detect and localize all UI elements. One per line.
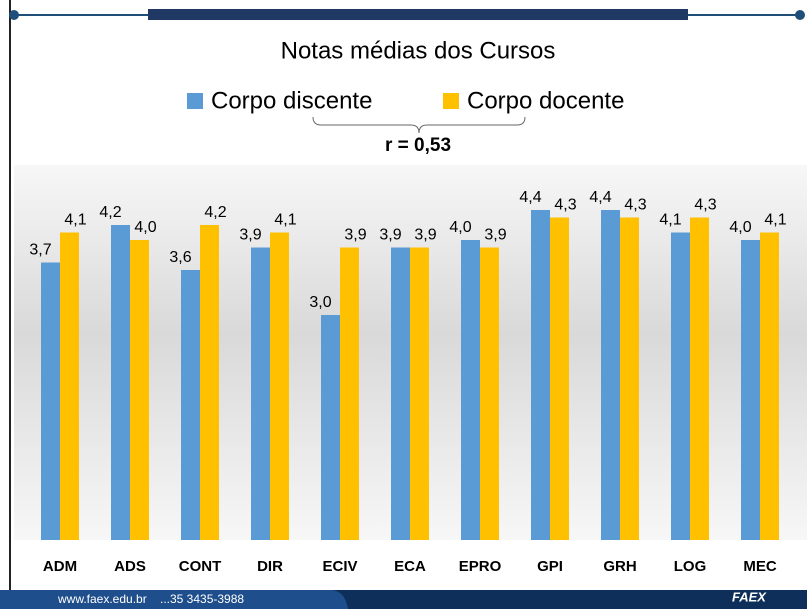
bar: [60, 232, 79, 540]
data-label: 3,9: [239, 227, 261, 244]
data-label: 4,0: [134, 219, 156, 236]
bar: [690, 217, 709, 540]
x-tick-label: DIR: [257, 558, 283, 575]
footer-tab: [0, 590, 348, 609]
data-label: 4,4: [519, 189, 541, 206]
bar: [111, 225, 130, 540]
header-bar: [148, 9, 688, 20]
bar: [620, 217, 639, 540]
bar: [410, 247, 429, 540]
data-label: 4,1: [764, 212, 786, 229]
data-label: 3,9: [414, 227, 436, 244]
data-label: 4,3: [554, 197, 576, 214]
bar: [130, 240, 149, 540]
legend-label: Corpo discente: [211, 87, 372, 114]
data-label: 4,3: [694, 197, 716, 214]
x-tick-label: ECIV: [322, 558, 357, 575]
x-tick-label: CONT: [179, 558, 222, 575]
bar: [741, 240, 760, 540]
chart-title: Notas médias dos Cursos: [281, 37, 556, 64]
bar: [321, 315, 340, 540]
data-label: 3,9: [379, 227, 401, 244]
data-label: 3,7: [29, 242, 51, 259]
bar: [480, 247, 499, 540]
bar: [41, 262, 60, 540]
bar: [181, 270, 200, 540]
x-tick-label: ECA: [394, 558, 426, 575]
x-tick-label: MEC: [743, 558, 777, 575]
data-label: 3,9: [484, 227, 506, 244]
x-tick-label: EPRO: [459, 558, 502, 575]
x-tick-label: ADM: [43, 558, 77, 575]
data-label: 4,2: [99, 204, 121, 221]
bar: [601, 210, 620, 540]
data-label: 4,1: [274, 212, 296, 229]
bar: [340, 247, 359, 540]
bar: [200, 225, 219, 540]
footer-site: www.faex.edu.br: [57, 592, 147, 606]
legend-swatch: [187, 93, 203, 109]
data-label: 4,2: [204, 204, 226, 221]
x-tick-label: GRH: [603, 558, 636, 575]
x-tick-label: GPI: [537, 558, 563, 575]
bar: [391, 247, 410, 540]
x-tick-label: ADS: [114, 558, 146, 575]
footer-phone: ...35 3435-3988: [160, 592, 244, 606]
data-label: 4,4: [589, 189, 611, 206]
bar: [270, 232, 289, 540]
dot: [795, 10, 805, 20]
data-label: 3,0: [309, 294, 331, 311]
legend-label: Corpo docente: [467, 87, 624, 114]
annotation: r = 0,53: [385, 135, 451, 156]
bar: [251, 247, 270, 540]
data-label: 4,3: [624, 197, 646, 214]
data-label: 4,1: [64, 212, 86, 229]
bar: [461, 240, 480, 540]
dot: [9, 10, 19, 20]
data-label: 3,6: [169, 249, 191, 266]
data-label: 4,1: [659, 212, 681, 229]
data-label: 4,0: [729, 219, 751, 236]
footer-logo: FAEX: [732, 589, 767, 604]
data-label: 3,9: [344, 227, 366, 244]
data-label: 4,0: [449, 219, 471, 236]
legend-swatch: [443, 93, 459, 109]
bar: [671, 232, 690, 540]
bar: [531, 210, 550, 540]
bar: [760, 232, 779, 540]
brace: [312, 116, 526, 134]
x-tick-label: LOG: [674, 558, 707, 575]
bar: [550, 217, 569, 540]
